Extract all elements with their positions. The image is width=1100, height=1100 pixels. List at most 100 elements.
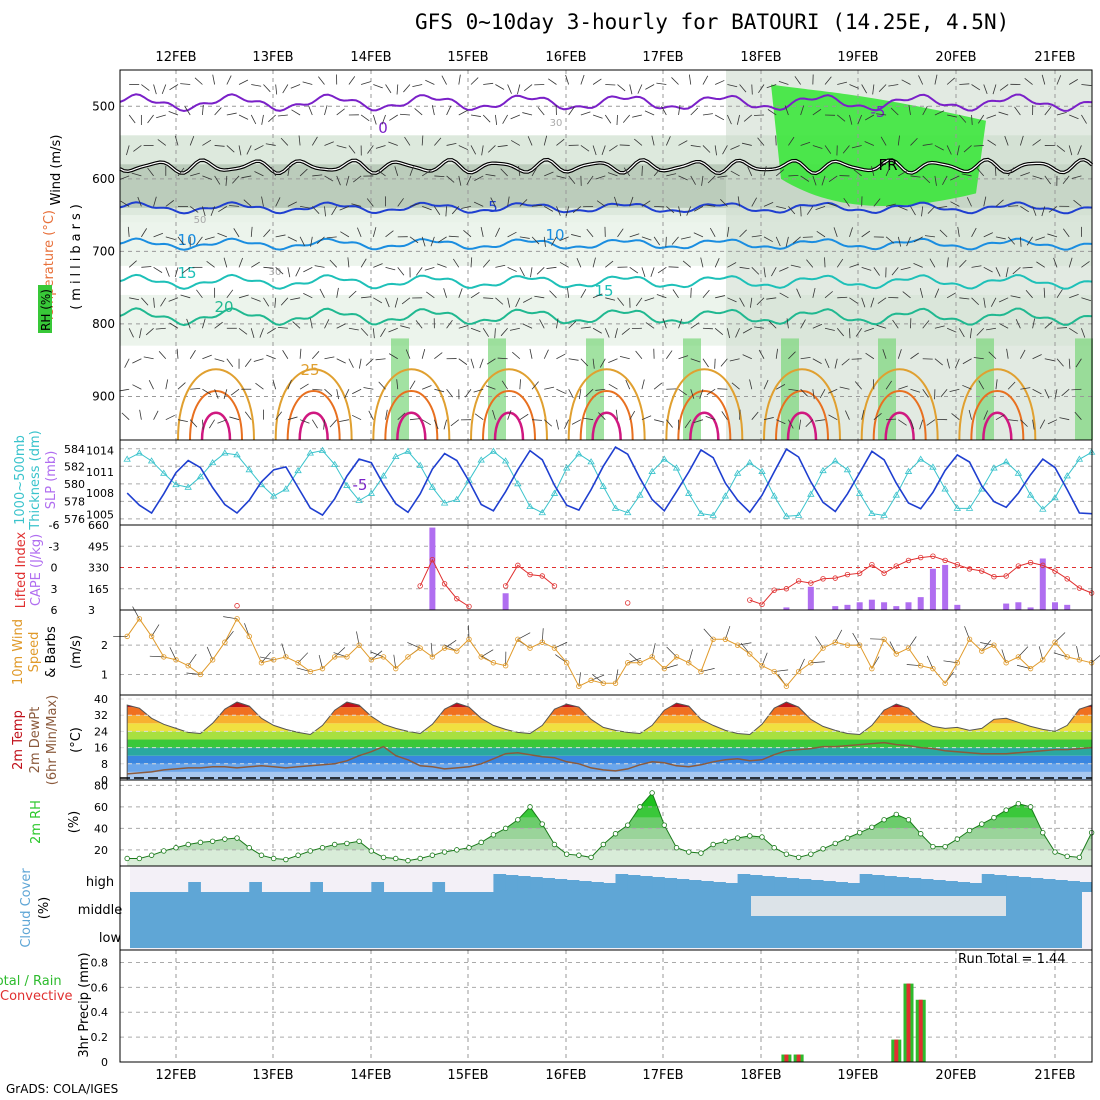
wind-barb [226,112,237,116]
wind-barb [921,206,924,217]
wind10m-point [136,616,143,622]
wind-tick-label: 2 [101,639,108,652]
wind-barb [1053,257,1058,268]
rh-tick-label: 20 [94,844,108,857]
wind-barb [405,349,411,359]
wind-barb [531,381,539,390]
wind-barb [929,258,936,268]
thickness-point [1026,491,1035,498]
wind-barb [819,389,826,399]
lifted-index-point [942,557,948,564]
cloud-high-bar [1079,882,1093,892]
wind10m-point [478,654,484,660]
wind-barb [800,141,811,146]
cape-bar [1039,558,1046,610]
rh2m-point [966,827,973,834]
rh2m-point [710,841,716,848]
slp-tick-label: 1005 [86,508,114,521]
wind-barb [483,82,494,85]
temp-band [127,771,1092,780]
cloud-high-bar [505,875,519,892]
wind10m-point [747,651,753,657]
wind-barb [177,382,186,390]
wind-barb [1044,175,1051,185]
lifted-index-point [795,578,802,584]
wind-barb [303,266,313,273]
day-label-top: 16FEB [545,50,586,65]
wind-barb [128,114,136,124]
wind-barb [532,419,543,421]
lifted-index-point [905,557,912,564]
lifted-index-point [930,553,936,559]
wind10m-point [173,657,179,663]
wind-barb [1044,321,1053,329]
wind-barb [451,206,460,215]
wind-barb [1081,114,1087,124]
wind-barb [243,199,252,207]
lifted-index-point [881,570,887,576]
wind-barb [446,175,455,183]
wind-barb [385,266,396,271]
wind-barb [988,351,997,360]
wind-barb [998,111,1009,116]
wind-barb [426,291,435,299]
wind-barb [470,292,480,299]
thickness-point [343,481,351,488]
rh2m-point [844,835,851,841]
wind-barb [876,324,887,329]
day-label-bottom: 17FEB [642,1068,683,1083]
wind-barb [396,84,399,95]
lifted-index-point [979,568,985,574]
thickness-point [770,492,778,499]
wind-barb [1056,289,1063,299]
wind-barb [754,326,765,329]
thickness-point [501,457,510,464]
rh2m-point [954,836,961,842]
wind-barb [225,175,228,186]
cloud-high-bar [688,880,702,892]
rh2m-point [502,825,509,832]
wind-barb [1081,84,1092,86]
wind-barb [788,136,795,146]
li-tick-label: -3 [49,540,60,553]
wind-barb [415,320,423,329]
wind-barb [763,267,766,278]
wind-barb [206,260,215,268]
wind-barb [635,350,643,359]
wind10m-point [710,636,716,643]
wind-barb [776,384,786,390]
cloud-high-bar [432,882,446,892]
rh2m-point [1003,807,1009,813]
wind-barb [672,289,679,299]
wind-barb [348,290,357,299]
isotherm-label: 50 [194,215,207,226]
wind-barb [959,114,967,123]
rh2m-point [1052,849,1058,855]
wind-barb [311,419,318,429]
wind-barb [937,205,948,209]
wind-barb [373,263,383,268]
wind10m-panel: 2 1 10m Wind Speed & Barbs (m/s) [11,606,1100,696]
wind-barb [1020,206,1029,213]
wind-barb [1020,419,1028,427]
wind-barb [949,388,960,393]
wind-barb [1077,145,1082,155]
wind-barb [250,114,257,125]
cloud-high-bar [249,882,262,892]
wind-barb [812,323,823,329]
wind-barb [445,206,447,217]
wind-barb [827,388,838,394]
wind-barb [976,168,985,177]
cloud-high-bar [932,880,946,892]
temp-band [127,723,1092,732]
wind-barb [345,175,350,186]
isotherm-25 [665,368,744,441]
isotherm-25 [958,368,1037,441]
wind-barb [854,381,862,390]
wind-barb [821,175,826,186]
wind-barb [910,175,921,178]
thickness-point [648,467,656,474]
precip-tick-label: 0.2 [91,1031,109,1044]
wind10m-point [222,639,228,645]
